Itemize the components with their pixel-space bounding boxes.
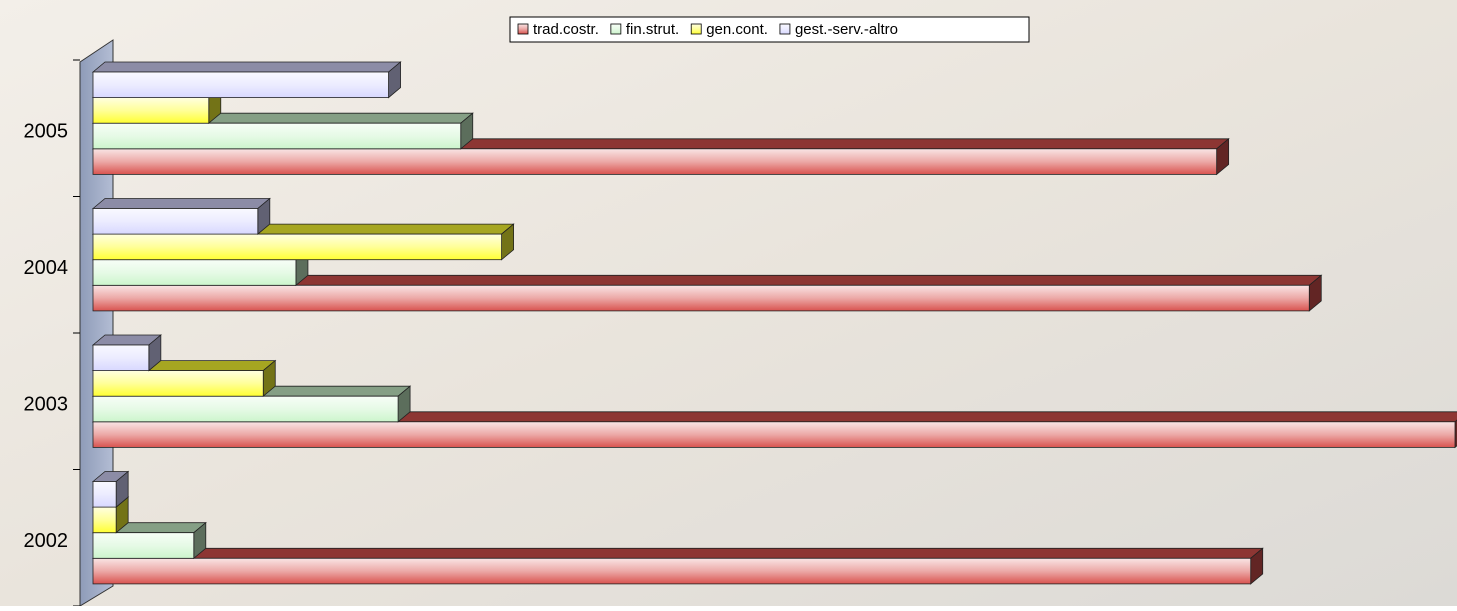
legend-label: trad.costr. bbox=[533, 21, 599, 38]
bar-front bbox=[92, 344, 150, 372]
bar-front bbox=[92, 97, 210, 124]
bar-front bbox=[92, 71, 389, 99]
bar-front bbox=[92, 259, 297, 286]
legend-label: fin.strut. bbox=[626, 21, 679, 38]
bar-front bbox=[92, 506, 117, 534]
bar bbox=[91, 547, 1264, 585]
legend-box bbox=[509, 16, 1030, 43]
bar-front bbox=[92, 395, 399, 423]
legend-label: gest.-serv.-altro bbox=[795, 21, 898, 38]
bar-front bbox=[92, 557, 1252, 585]
bar-top bbox=[91, 547, 1264, 559]
bar-front bbox=[92, 148, 1218, 175]
bar-front bbox=[92, 370, 264, 397]
y-tick-label: 2002 bbox=[24, 530, 69, 552]
bar bbox=[91, 470, 130, 508]
bar-top bbox=[91, 61, 402, 73]
bar bbox=[91, 411, 1457, 449]
bar bbox=[91, 334, 162, 372]
bar-front bbox=[92, 122, 462, 150]
bar bbox=[91, 274, 1323, 312]
legend-swatch bbox=[779, 23, 791, 35]
bar bbox=[91, 197, 271, 235]
y-tick-label: 2003 bbox=[24, 394, 69, 416]
bar-front bbox=[92, 208, 259, 235]
bar bbox=[91, 112, 474, 150]
bar-front bbox=[92, 233, 503, 261]
legend-swatch bbox=[517, 23, 529, 35]
bar-front bbox=[92, 421, 1456, 448]
bar bbox=[91, 61, 402, 99]
bar-top bbox=[91, 198, 271, 209]
legend-swatch bbox=[610, 23, 622, 35]
legend-swatch bbox=[690, 23, 702, 35]
y-tick-label: 2004 bbox=[24, 257, 69, 279]
bar-front bbox=[92, 284, 1310, 312]
bar-front bbox=[92, 532, 195, 559]
y-tick-label: 2005 bbox=[24, 121, 69, 143]
legend: trad.costr. fin.strut. gen.cont. gest.-serv… bbox=[509, 16, 1030, 43]
bar-front bbox=[92, 481, 117, 508]
side-wall bbox=[79, 39, 114, 607]
legend-label: gen.cont. bbox=[706, 21, 768, 38]
